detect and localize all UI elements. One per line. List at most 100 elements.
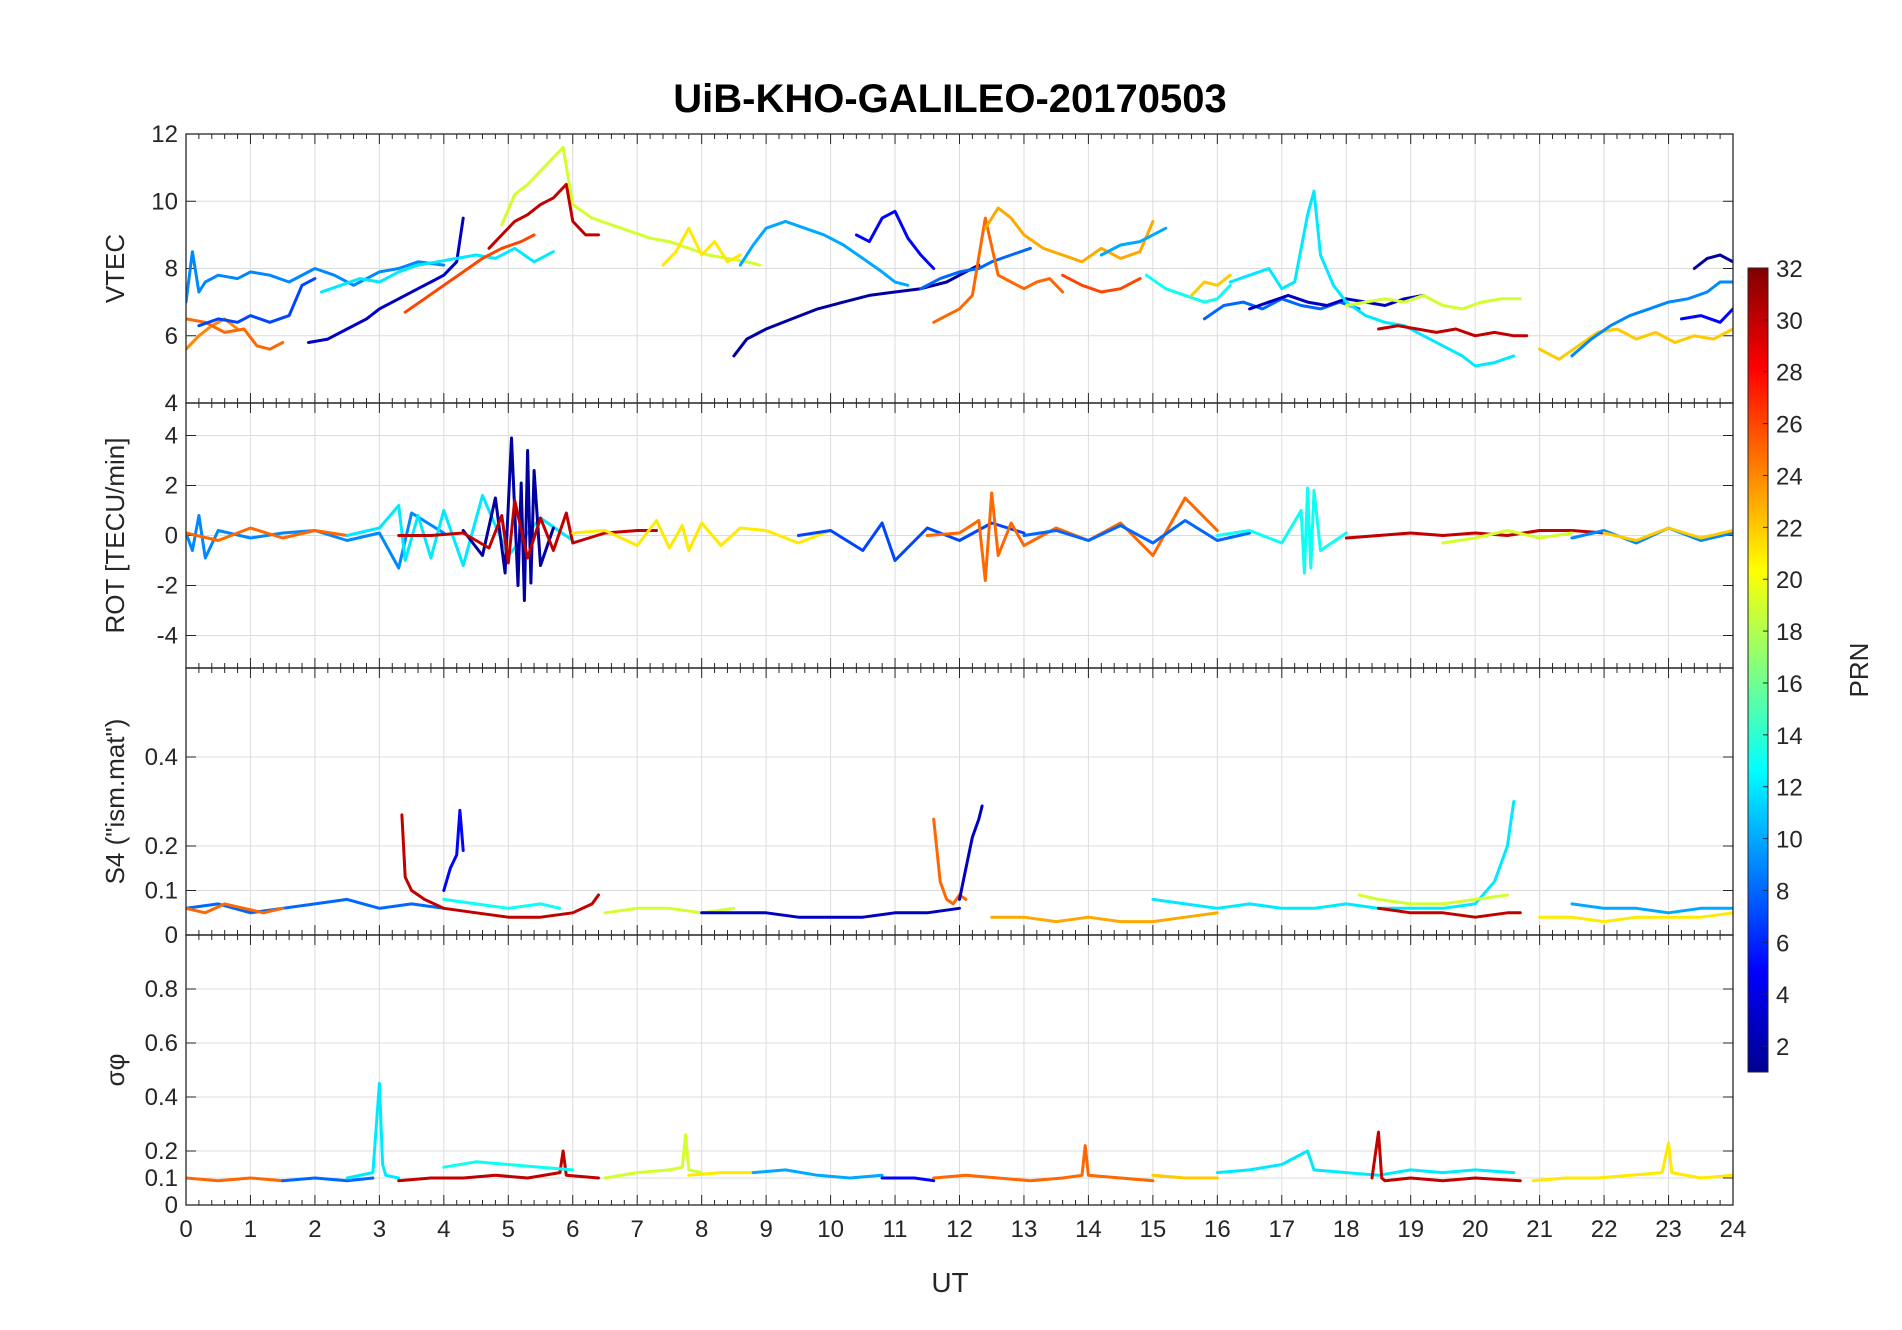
y-tick-label: 0 bbox=[165, 1192, 178, 1219]
colorbar-tick-label: 18 bbox=[1776, 619, 1803, 646]
series-line-prn-8 bbox=[186, 897, 446, 915]
series-line-prn-26 bbox=[1061, 273, 1142, 294]
x-tick-label: 17 bbox=[1268, 1216, 1295, 1243]
x-tick-label: 16 bbox=[1204, 1216, 1231, 1243]
x-tick-label: 5 bbox=[502, 1216, 515, 1243]
colorbar-label: PRN bbox=[1844, 643, 1874, 698]
x-tick-label: 8 bbox=[695, 1216, 708, 1243]
y-axis-label: σφ bbox=[100, 1054, 130, 1087]
series-line-prn-30 bbox=[400, 813, 600, 919]
x-tick-label: 3 bbox=[373, 1216, 386, 1243]
series-line-prn-25 bbox=[186, 902, 285, 915]
y-tick-label: 0.2 bbox=[145, 1138, 178, 1165]
colorbar-tick-label: 30 bbox=[1776, 308, 1803, 335]
y-tick-label: 0.4 bbox=[145, 744, 178, 771]
y-tick-label: 10 bbox=[151, 188, 178, 215]
x-tick-label: 13 bbox=[1011, 1216, 1038, 1243]
x-tick-label: 20 bbox=[1462, 1216, 1489, 1243]
series-line-prn-30 bbox=[1377, 324, 1529, 338]
series-line-prn-12 bbox=[1228, 189, 1516, 368]
series-line-prn-13 bbox=[1144, 273, 1232, 304]
colorbar-tick-label: 6 bbox=[1776, 930, 1789, 957]
y-tick-label: 0.6 bbox=[145, 1030, 178, 1057]
series-line-prn-19 bbox=[1344, 293, 1522, 311]
series-line-prn-8 bbox=[281, 1176, 375, 1183]
y-tick-label: 4 bbox=[165, 423, 178, 450]
x-tick-label: 4 bbox=[437, 1216, 450, 1243]
series-line-prn-19 bbox=[1357, 893, 1509, 906]
y-axis-label: S4 ("ism.mat") bbox=[100, 719, 130, 885]
x-tick-label: 10 bbox=[817, 1216, 844, 1243]
series-line-prn-24 bbox=[186, 317, 240, 351]
colorbar-tick-label: 26 bbox=[1776, 412, 1803, 439]
series-line-prn-3 bbox=[1248, 293, 1426, 311]
x-tick-label: 22 bbox=[1591, 1216, 1618, 1243]
series-line-prn-25 bbox=[186, 1176, 285, 1183]
colorbar-tick-label: 32 bbox=[1776, 256, 1803, 283]
series-line-prn-25 bbox=[932, 1144, 1155, 1183]
series-line-prn-30 bbox=[1344, 529, 1606, 540]
series-line-prn-10 bbox=[751, 1168, 884, 1180]
series-line-prn-12 bbox=[345, 1082, 401, 1180]
series-line-prn-5 bbox=[854, 209, 936, 270]
x-tick-label: 14 bbox=[1075, 1216, 1102, 1243]
x-tick-label: 9 bbox=[759, 1216, 772, 1243]
y-axis-label: ROT [TECU/min] bbox=[100, 438, 130, 634]
series-line-prn-21 bbox=[661, 226, 742, 267]
x-tick-label: 19 bbox=[1397, 1216, 1424, 1243]
series-line-prn-3 bbox=[958, 804, 984, 901]
series-line-prn-26 bbox=[403, 233, 536, 314]
x-tick-label: 11 bbox=[883, 1216, 908, 1243]
series-line-prn-3 bbox=[700, 906, 961, 919]
y-tick-label: 0.2 bbox=[145, 833, 178, 860]
series-line-prn-30 bbox=[397, 1149, 600, 1183]
series-line-prn-13 bbox=[442, 897, 562, 910]
series-line-prn-7 bbox=[197, 277, 317, 328]
y-axis-label: VTEC bbox=[100, 234, 130, 303]
series-line-prn-8 bbox=[919, 246, 1032, 291]
y-tick-label: -2 bbox=[157, 573, 178, 600]
series-line-prn-19 bbox=[1441, 529, 1574, 545]
series-line-prn-22 bbox=[1151, 1173, 1219, 1180]
series-line-prn-9 bbox=[186, 511, 446, 570]
series-line-prn-9 bbox=[186, 250, 446, 304]
colorbar-tick-label: 8 bbox=[1776, 878, 1789, 905]
series-line-prn-23 bbox=[983, 206, 1155, 264]
x-tick-label: 15 bbox=[1140, 1216, 1167, 1243]
series-line-prn-19 bbox=[603, 1133, 704, 1180]
x-tick-label: 7 bbox=[631, 1216, 644, 1243]
y-tick-label: 4 bbox=[165, 390, 178, 417]
series-line-prn-5 bbox=[1679, 307, 1733, 324]
series-line-prn-12 bbox=[1215, 1149, 1516, 1177]
y-tick-label: 0.1 bbox=[145, 1165, 178, 1192]
x-tick-label: 2 bbox=[308, 1216, 321, 1243]
panel-2: -4 -2 0 2 4 ROT [TECU/min] bbox=[100, 402, 1734, 669]
series-line-prn-21 bbox=[1531, 1141, 1733, 1183]
panel-3: 0 0.1 0.2 0.4 S4 ("ism.mat") bbox=[100, 667, 1734, 949]
series-group bbox=[186, 1082, 1733, 1183]
y-tick-label: 0.8 bbox=[145, 976, 178, 1003]
y-tick-label: -4 bbox=[157, 623, 178, 650]
series-line-prn-22 bbox=[1538, 327, 1733, 361]
series-line-prn-12 bbox=[319, 246, 555, 294]
series-line-prn-10 bbox=[738, 219, 910, 287]
series-line-prn-22 bbox=[1602, 526, 1733, 542]
y-tick-label: 8 bbox=[165, 256, 178, 283]
colorbar-tick-label: 20 bbox=[1776, 567, 1803, 594]
panel-frame bbox=[185, 934, 1734, 1206]
series-line-prn-8 bbox=[1022, 519, 1252, 545]
series-line-prn-21 bbox=[687, 1171, 755, 1177]
series-line-prn-25 bbox=[186, 526, 349, 542]
series-line-prn-3 bbox=[307, 216, 465, 344]
series-line-prn-30 bbox=[487, 182, 600, 250]
y-tick-label: 2 bbox=[165, 473, 178, 500]
series-line-prn-30 bbox=[1370, 1130, 1522, 1183]
y-tick-label: 12 bbox=[151, 121, 178, 148]
colorbar-tick-label: 12 bbox=[1776, 775, 1803, 802]
series-line-prn-23 bbox=[990, 911, 1219, 924]
chart-title: UiB-KHO-GALILEO-20170503 bbox=[673, 77, 1226, 121]
series-line-prn-2 bbox=[732, 263, 981, 358]
series-group bbox=[186, 800, 1733, 924]
series-line-prn-5 bbox=[442, 808, 465, 892]
